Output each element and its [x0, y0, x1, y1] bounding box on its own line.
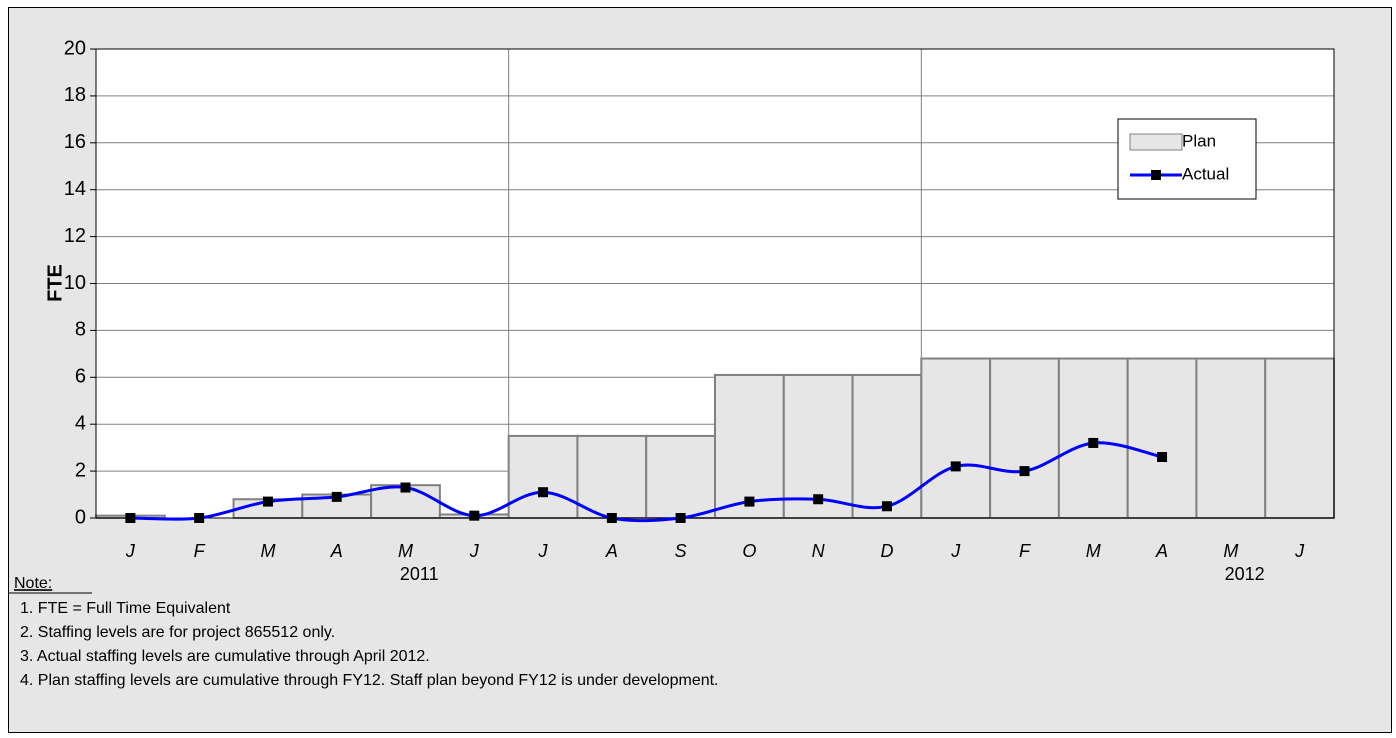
year-label: 2012: [1225, 564, 1265, 584]
x-tick-label: J: [538, 541, 549, 561]
bar: [576, 434, 648, 519]
marker: [1157, 452, 1168, 463]
legend-label: Actual: [1182, 164, 1229, 183]
note-item: 1. FTE = Full Time Equivalent: [20, 600, 231, 617]
plot-border: [95, 48, 1335, 519]
marker: [1019, 466, 1030, 477]
x-tick-label: D: [880, 541, 893, 561]
x-tick-label: A: [605, 541, 618, 561]
x-tick-label: A: [1155, 541, 1168, 561]
bar: [1126, 357, 1198, 520]
legend-label: Plan: [1182, 131, 1216, 150]
y-tick-label: 8: [75, 319, 86, 341]
legend-marker: [1151, 170, 1161, 180]
x-tick-label: O: [742, 541, 756, 561]
y-tick-label: 10: [64, 272, 86, 294]
marker: [469, 510, 480, 521]
legend-box: [1117, 118, 1257, 200]
marker: [813, 494, 824, 505]
y-tick-label: 0: [75, 506, 86, 528]
marker: [400, 482, 411, 493]
bar: [714, 373, 785, 519]
x-tick-label: J: [1294, 541, 1305, 561]
marker: [881, 501, 892, 512]
y-tick-label: 6: [75, 366, 86, 388]
note-item: 2. Staffing levels are for project 86551…: [20, 624, 335, 641]
y-tick-label: 2: [75, 459, 86, 481]
year-label: 2011: [400, 564, 439, 584]
bar: [645, 434, 717, 519]
x-tick-label: J: [950, 541, 961, 561]
marker: [538, 487, 549, 498]
bar: [1264, 357, 1335, 520]
x-tick-label: J: [125, 541, 136, 561]
y-tick-label: 16: [64, 131, 86, 153]
x-tick-label: N: [812, 541, 826, 561]
marker: [675, 513, 686, 523]
marker: [125, 513, 136, 523]
y-tick-label: 20: [64, 37, 86, 59]
marker: [744, 496, 755, 507]
marker: [606, 513, 617, 523]
y-tick-label: 14: [64, 178, 86, 200]
bar: [920, 357, 992, 520]
x-tick-label: M: [1086, 541, 1101, 561]
x-tick-label: S: [675, 541, 687, 561]
marker: [1088, 437, 1099, 448]
marker: [950, 461, 961, 472]
x-tick-label: F: [1019, 541, 1031, 561]
notes-heading: Note:: [14, 575, 52, 592]
x-tick-label: J: [469, 541, 480, 561]
bar: [1195, 357, 1267, 520]
x-tick-label: M: [398, 541, 413, 561]
x-tick-label: M: [260, 541, 275, 561]
bar: [851, 373, 923, 519]
y-axis-label: FTE: [44, 264, 66, 302]
note-item: 4. Plan staffing levels are cumulative t…: [20, 672, 719, 689]
marker: [331, 491, 342, 502]
note-item: 3. Actual staffing levels are cumulative…: [20, 648, 430, 665]
legend-swatch: [1129, 133, 1183, 151]
bar: [989, 357, 1060, 520]
x-tick-label: A: [330, 541, 343, 561]
y-tick-label: 18: [64, 84, 86, 106]
line: [130, 441, 1163, 523]
marker: [262, 496, 273, 507]
bar: [507, 434, 579, 519]
marker: [194, 513, 205, 523]
x-tick-label: F: [194, 541, 206, 561]
y-tick-label: 12: [64, 225, 86, 247]
y-tick-label: 4: [75, 412, 86, 434]
bar: [782, 373, 854, 519]
x-tick-label: M: [1223, 541, 1238, 561]
